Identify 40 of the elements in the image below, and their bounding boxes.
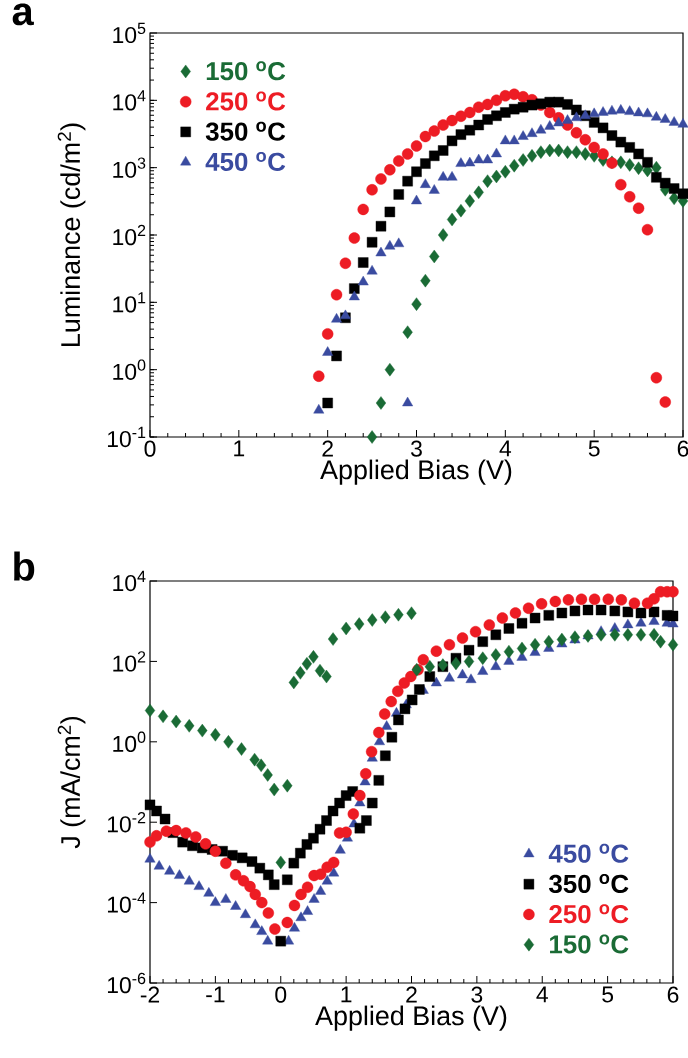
legend-label: 450 $^{o}$C [205,152,286,172]
y-tick-label: 10$^{1}$ [113,292,146,313]
x-tick-label: 6 [667,986,679,1003]
x-axis-title: Applied Bias (V) [315,1005,507,1031]
x-tick-label: 0 [275,986,287,1003]
x-tick-label: -1 [206,986,225,1003]
x-tick-label: 5 [588,440,600,457]
y-axis-title: J (mA/cm$^{2}$) [57,716,86,849]
legend-label: 150 $^{o}$C [550,934,629,954]
legend-label: 450 $^{o}$C [548,843,629,863]
y-axis-title: Luminance (cd/m$^{2}$) [57,123,86,346]
legend-label: 350 $^{o}$C [549,874,629,894]
legend-label: 250 $^{o}$C [549,904,629,924]
x-tick-label: 6 [677,440,688,457]
x-tick-label: 1 [234,440,245,457]
y-tick-label: 10$^{-4}$ [107,892,146,913]
x-tick-label: 1 [341,986,352,1003]
text: a [12,3,34,26]
x-tick-label: 4 [536,986,548,1003]
y-tick-label: 10$^{3}$ [113,157,146,178]
x-tick-label: 3 [411,440,422,457]
y-tick-label: 10$^{0}$ [113,731,146,753]
y-tick-label: 10$^{4}$ [113,90,146,111]
y-tick-label: 10$^{0}$ [113,359,146,380]
y-tick-label: 10$^{4}$ [113,570,146,592]
x-tick-label: 5 [602,986,614,1003]
y-tick-label: 10$^{-2}$ [107,812,146,833]
y-tick-label: 10$^{2}$ [113,651,146,672]
legend-label: 350 $^{o}$C [205,121,286,141]
legend-label: 150 $^{o}$C [206,61,286,81]
x-axis-title: Applied Bias (V) [320,459,512,485]
x-tick-label: 4 [499,440,512,457]
x-tick-label: 0 [144,440,156,457]
text: b [14,551,35,581]
x-tick-label: 2 [406,986,417,1003]
y-tick-label: 10$^{2}$ [113,224,146,246]
x-tick-label: 2 [322,440,333,457]
x-tick-label: 3 [471,986,483,1003]
legend-label: 250 $^{o}$C [206,91,286,111]
y-tick-label: 10$^{5}$ [113,22,146,44]
